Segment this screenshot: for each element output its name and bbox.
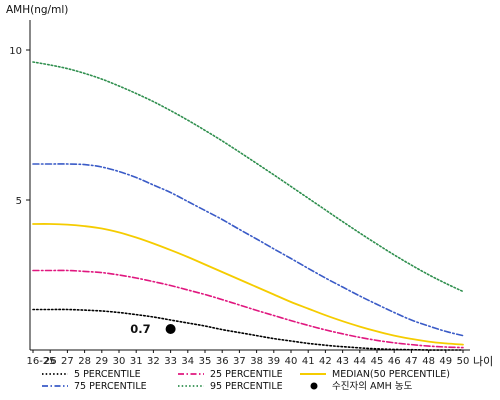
legend-label: MEDIAN(50 PERCENTILE) (332, 369, 450, 380)
y-axis-title: AMH(ng/ml) (6, 4, 68, 16)
x-tick-label: 27 (61, 356, 74, 367)
x-tick-label: 41 (302, 356, 315, 367)
x-tick-label: 29 (95, 356, 108, 367)
x-tick-label: 38 (250, 356, 263, 367)
x-tick-label: 37 (233, 356, 246, 367)
series-line-95-percentile (32, 61, 464, 293)
x-tick-label: 46 (388, 356, 401, 367)
x-tick-label: 44 (353, 356, 366, 367)
legend-marker-dot (310, 382, 318, 390)
x-tick-label: 49 (439, 356, 452, 367)
patient-amh-point (165, 324, 176, 334)
x-tick-label: 39 (267, 356, 280, 367)
patient-amh-value-label: 0.7 (130, 322, 150, 336)
series-line-5-percentile (32, 308, 464, 351)
legend-label: 25 PERCENTILE (210, 369, 283, 380)
x-tick-label: 42 (319, 356, 332, 367)
legend-label: 수진자의 AMH 농도 (332, 381, 413, 392)
x-tick-label: 28 (78, 356, 91, 367)
x-tick-label: 40 (285, 356, 298, 367)
x-tick-label: 50 (457, 356, 470, 367)
x-axis-title: 나이 (473, 355, 493, 368)
x-tick-label: 35 (199, 356, 212, 367)
x-tick-label: 48 (422, 356, 435, 367)
y-tick-label: 5 (16, 196, 22, 207)
legend-label: 75 PERCENTILE (74, 381, 147, 392)
series-line-median-50-percentile (32, 223, 464, 346)
x-tick-label: 34 (181, 356, 194, 367)
legend-label: 5 PERCENTILE (74, 369, 141, 380)
x-tick-label: 30 (113, 356, 126, 367)
y-tick-label: 10 (9, 46, 22, 57)
series-line-25-percentile (32, 269, 464, 349)
x-tick-label: 32 (147, 356, 160, 367)
series-line-75-percentile (32, 163, 464, 337)
x-tick-label: 16-25 (26, 356, 55, 367)
x-tick-label: 47 (405, 356, 418, 367)
x-tick-label: 43 (336, 356, 349, 367)
x-tick-label: 36 (216, 356, 229, 367)
x-tick-label: 33 (164, 356, 177, 367)
x-tick-label: 26 (44, 356, 57, 367)
legend-label: 95 PERCENTILE (210, 381, 283, 392)
x-tick-label: 31 (130, 356, 143, 367)
x-tick-label: 45 (371, 356, 384, 367)
